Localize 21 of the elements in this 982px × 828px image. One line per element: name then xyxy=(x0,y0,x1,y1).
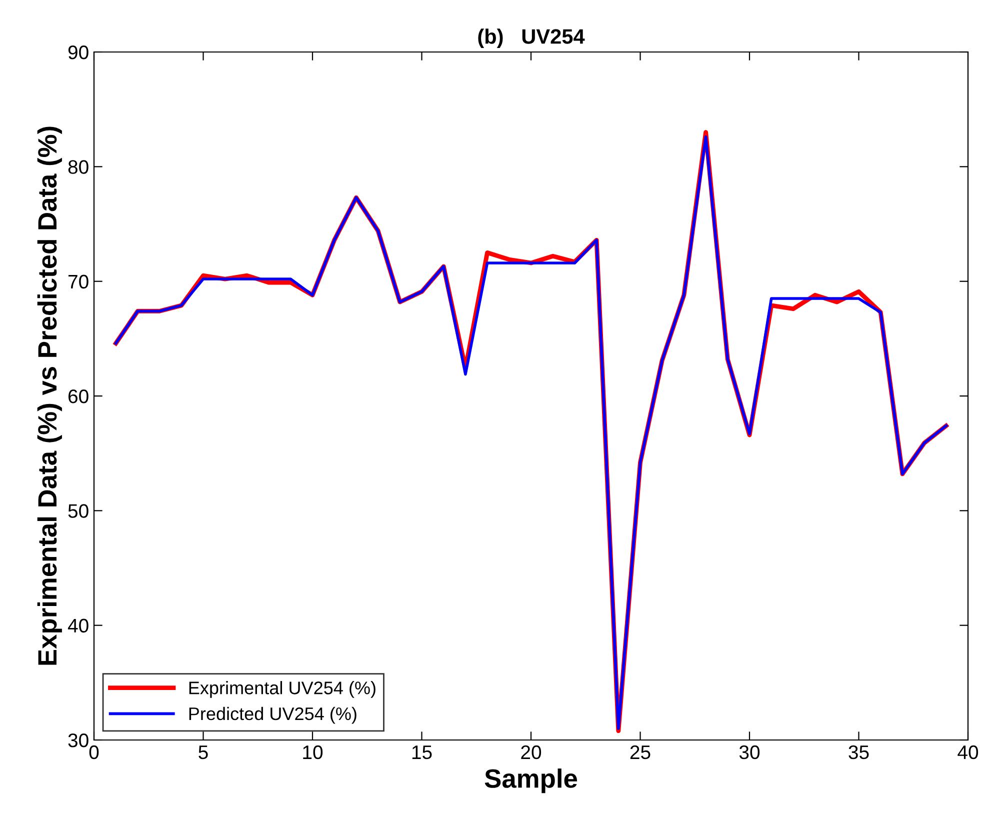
x-tick-label: 20 xyxy=(521,745,542,760)
x-tick-label: 35 xyxy=(848,745,869,760)
y-tick-label: 60 xyxy=(68,389,88,404)
y-axis-title: Exprimental Data (%) vs Predicted Data (%) xyxy=(37,126,62,665)
x-tick-label: 25 xyxy=(630,745,650,760)
legend-label: Exprimental UV254 (%) xyxy=(189,681,376,698)
y-tick-label: 30 xyxy=(68,733,88,748)
x-tick-label: 30 xyxy=(739,745,760,760)
y-tick-label: 40 xyxy=(68,618,88,633)
x-tick-label: 10 xyxy=(303,745,323,760)
y-tick-label: 90 xyxy=(68,45,88,60)
chart-title: (b) UV254 xyxy=(478,28,585,48)
y-tick-label: 80 xyxy=(68,160,88,174)
y-tick-label: 70 xyxy=(68,274,88,289)
x-tick-label: 40 xyxy=(958,745,978,760)
x-axis-title: Sample xyxy=(484,768,578,794)
y-tick-label: 50 xyxy=(68,504,88,518)
x-tick-label: 15 xyxy=(412,746,432,760)
legend-label: Predicted UV254 (%) xyxy=(189,706,356,724)
x-tick-label: 5 xyxy=(198,746,208,760)
x-tick-label: 0 xyxy=(89,745,99,760)
